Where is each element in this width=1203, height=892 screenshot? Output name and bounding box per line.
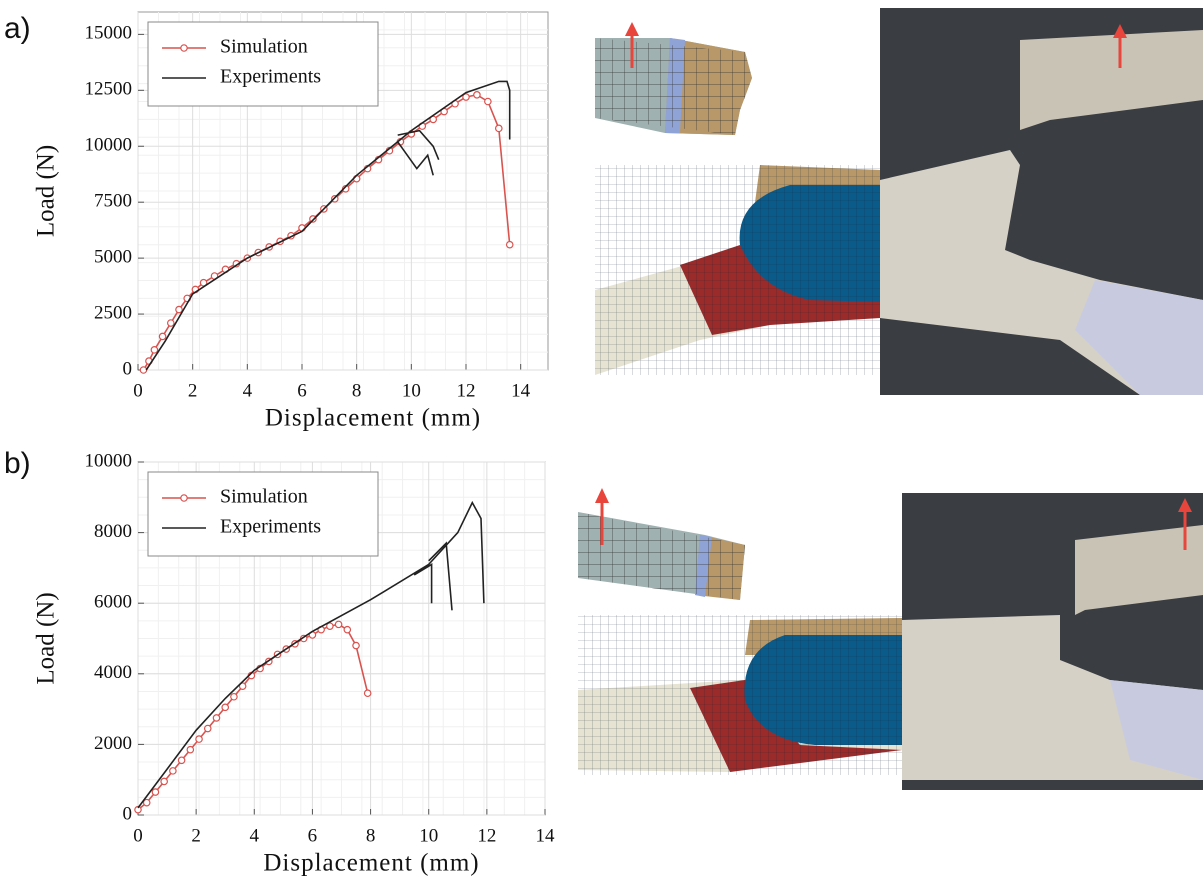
data-point — [473, 90, 481, 99]
data-point — [238, 682, 247, 690]
legend-label: Experiments — [220, 516, 321, 538]
data-point — [195, 735, 203, 743]
data-point — [151, 788, 160, 796]
x-tick-label: 6 — [297, 380, 307, 401]
data-point — [177, 756, 186, 765]
series-line — [137, 500, 485, 809]
x-tick-label: 14 — [511, 380, 531, 401]
legend-marker — [180, 494, 188, 502]
data-point — [167, 319, 175, 327]
y-tick-label: 12500 — [85, 79, 133, 100]
y-tick-label: 10000 — [85, 450, 133, 471]
data-point — [169, 767, 177, 775]
x-tick-label: 0 — [133, 380, 143, 401]
panel-label: b) — [4, 447, 31, 480]
data-point — [203, 724, 212, 733]
y-tick-label: 2000 — [94, 733, 132, 754]
panel-label: a) — [4, 12, 31, 45]
legend-label: Simulation — [220, 486, 308, 508]
y-axis-label: Load (N) — [33, 592, 60, 684]
x-tick-label: 0 — [133, 825, 143, 846]
data-point — [150, 346, 159, 354]
legend-box — [147, 21, 379, 107]
x-tick-label: 8 — [366, 825, 376, 846]
data-point — [326, 622, 334, 630]
legend-label: Simulation — [220, 36, 308, 58]
legend-label: Experiments — [220, 66, 321, 88]
data-point — [139, 366, 148, 374]
x-axis-label: Displacement (mm) — [265, 405, 481, 432]
y-tick-label: 4000 — [94, 662, 132, 683]
fe-mesh-b — [578, 488, 1203, 790]
x-tick-label: 2 — [191, 825, 201, 846]
data-point — [494, 124, 503, 133]
data-point — [158, 332, 167, 341]
series-line — [145, 80, 511, 371]
y-tick-label: 2500 — [94, 302, 132, 323]
x-tick-label: 10 — [419, 825, 438, 846]
y-tick-label: 10000 — [85, 135, 133, 156]
y-tick-label: 15000 — [85, 23, 133, 44]
data-point — [352, 641, 360, 650]
legend-marker — [180, 44, 188, 52]
y-tick-label: 0 — [123, 803, 133, 824]
data-point — [343, 625, 352, 634]
x-tick-label: 4 — [250, 825, 260, 846]
y-tick-label: 8000 — [94, 521, 132, 542]
data-point — [134, 805, 142, 814]
data-point — [505, 240, 514, 249]
data-point — [186, 745, 195, 754]
data-point — [221, 703, 230, 712]
x-tick-label: 4 — [243, 380, 253, 401]
y-tick-label: 7500 — [94, 191, 132, 212]
x-tick-label: 2 — [188, 380, 198, 401]
data-point — [462, 93, 470, 101]
data-point — [334, 620, 343, 629]
y-tick-label: 6000 — [94, 592, 132, 613]
data-point — [484, 97, 492, 106]
x-tick-label: 10 — [402, 380, 421, 401]
data-point — [212, 714, 221, 722]
data-point — [363, 689, 372, 698]
y-tick-label: 0 — [123, 358, 133, 379]
x-tick-label: 14 — [536, 825, 556, 846]
data-point — [142, 798, 151, 807]
x-tick-label: 12 — [457, 380, 476, 401]
x-tick-label: 6 — [308, 825, 318, 846]
y-tick-label: 5000 — [94, 246, 132, 267]
data-point — [160, 777, 168, 786]
data-point — [230, 692, 238, 701]
y-axis-label: Load (N) — [33, 145, 60, 237]
data-point — [175, 305, 183, 314]
x-tick-label: 12 — [477, 825, 496, 846]
legend-box — [147, 471, 379, 557]
x-axis-label: Displacement (mm) — [263, 850, 479, 877]
x-tick-label: 8 — [352, 380, 362, 401]
fe-mesh-a — [595, 8, 1203, 395]
